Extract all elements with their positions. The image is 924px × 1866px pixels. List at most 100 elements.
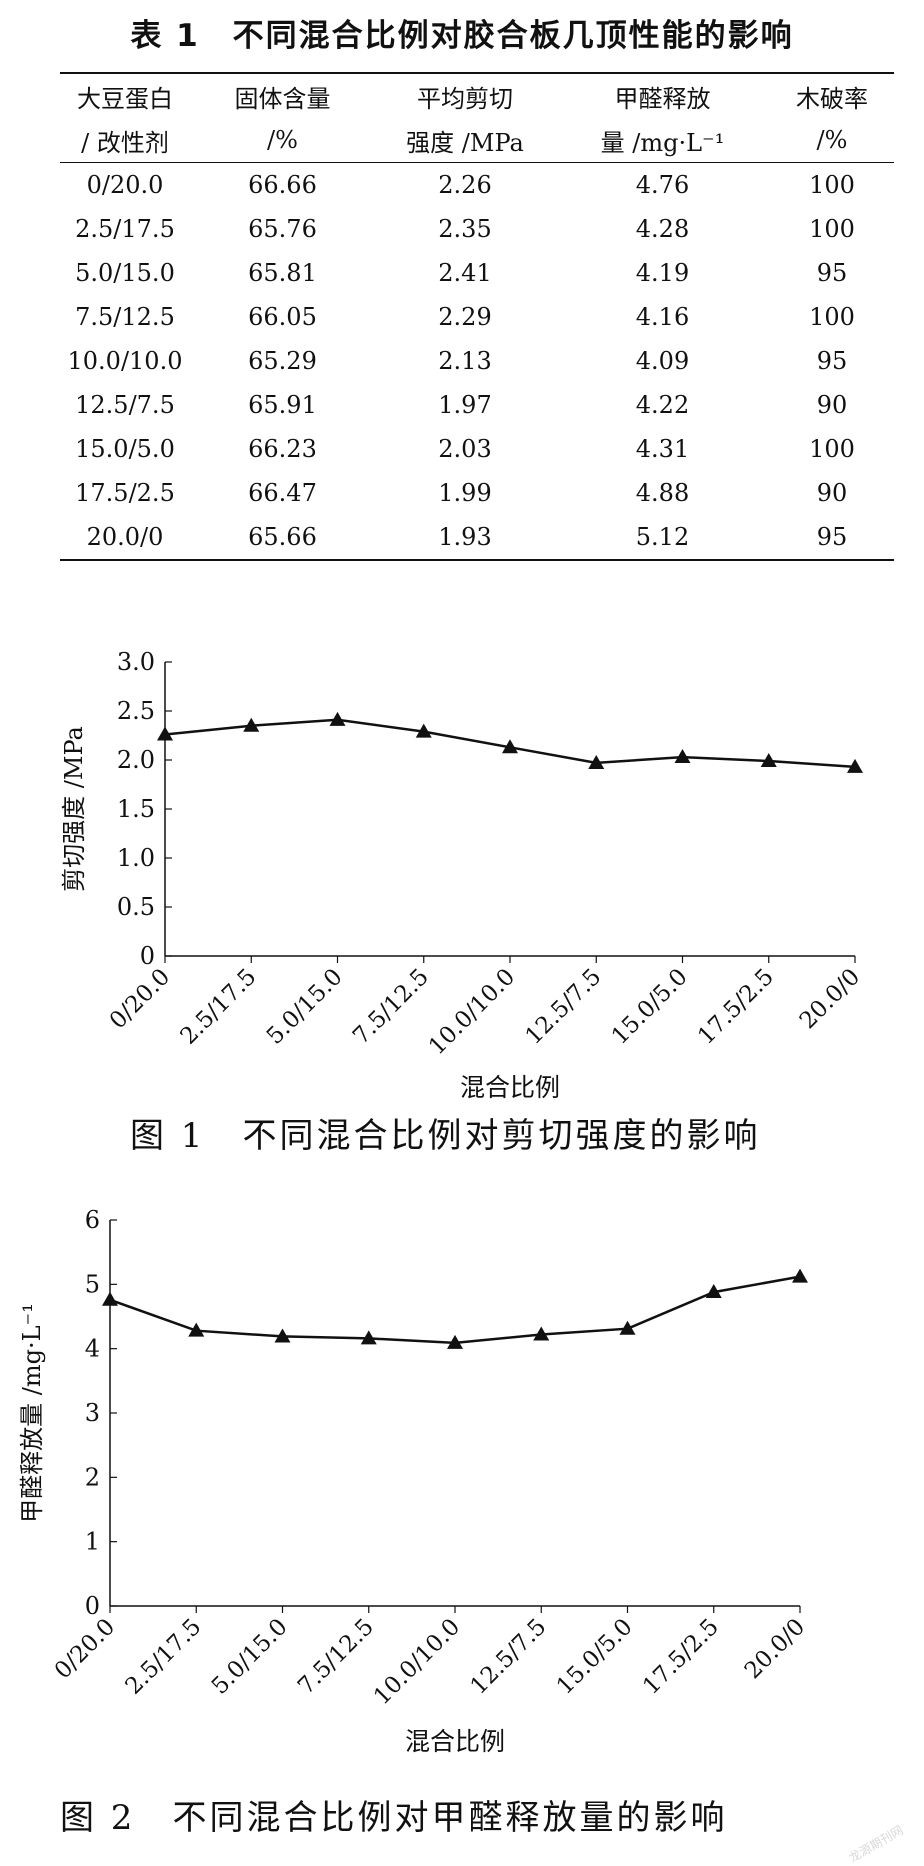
- x-tick-label: 5.0/15.0: [207, 1614, 293, 1700]
- x-tick-label: 15.0/5.0: [552, 1614, 638, 1700]
- table-body: 0/20.0 66.66 2.26 4.76 100 2.5/17.5 65.76 2.35 4…: [60, 163, 894, 561]
- table-cell: 4.16: [635, 303, 690, 331]
- x-tick-label: 5.0/15.0: [262, 964, 348, 1050]
- y-tick-label: 2.0: [117, 746, 155, 774]
- y-tick-label: 2: [85, 1463, 100, 1491]
- table-row: 10.0/10.0 65.29 2.13 4.09 95: [60, 339, 894, 383]
- table-cell: 5.0/15.0: [75, 259, 175, 287]
- data-point-marker: [447, 1334, 463, 1349]
- data-point-marker: [705, 1284, 722, 1299]
- table-cell: 95: [816, 347, 848, 375]
- table-cell: 66.23: [248, 435, 317, 463]
- table-cell: 66.66: [248, 171, 317, 199]
- y-tick-label: 3: [85, 1399, 100, 1427]
- table-row: 20.0/0 65.66 1.93 5.12 95: [60, 515, 894, 561]
- table-cell: 4.22: [635, 391, 690, 419]
- x-tick-label: 7.5/12.5: [293, 1614, 379, 1700]
- table-header-row: 大豆蛋白 固体含量 平均剪切 甲醛释放 木破率: [60, 72, 894, 118]
- table-cell: 65.91: [248, 391, 317, 419]
- table-cell: 95: [816, 259, 848, 287]
- table-cell: 4.76: [635, 171, 690, 199]
- table-cell: 0/20.0: [86, 171, 164, 199]
- table-cell: 7.5/12.5: [75, 303, 175, 331]
- table-cell: 2.03: [438, 435, 492, 463]
- table-cell: 100: [809, 435, 855, 463]
- data-point-marker: [588, 754, 605, 769]
- table-cell: 4.88: [635, 479, 690, 507]
- figure-2-caption: 图 2 不同混合比例对甲醛释放量的影响: [60, 1798, 728, 1838]
- table-header: 大豆蛋白 固体含量 平均剪切 甲醛释放 木破率 / 改性剂 /% 强度 /MPa…: [60, 72, 894, 163]
- y-tick-label: 1: [85, 1528, 100, 1556]
- x-tick-label: 17.5/2.5: [638, 1614, 724, 1700]
- table-cell: 2.26: [438, 171, 492, 199]
- table-row: 7.5/12.5 66.05 2.29 4.16 100: [60, 295, 894, 339]
- data-point-marker: [329, 711, 346, 726]
- table-cell: 2.13: [438, 347, 492, 375]
- table-cell: 4.19: [635, 259, 690, 287]
- table-cell: 20.0/0: [60, 515, 190, 561]
- x-axis-title: 混合比例: [460, 1073, 560, 1100]
- y-tick-label: 0: [85, 1592, 100, 1620]
- y-tick-label: 3.0: [117, 648, 155, 676]
- table-cell: 2.29: [438, 303, 492, 331]
- data-point-marker: [847, 758, 863, 773]
- table-row: 17.5/2.5 66.47 1.99 4.88 90: [60, 471, 894, 515]
- table-cell: 65.76: [248, 215, 317, 243]
- data-point-marker: [760, 752, 777, 767]
- table-cell: 100: [809, 303, 855, 331]
- table-cell: 4.09: [635, 347, 690, 375]
- header-shear-line1: 平均剪切: [375, 72, 555, 118]
- table-cell: 100: [809, 171, 855, 199]
- table-cell: 66.05: [248, 303, 317, 331]
- x-tick-label: 0/20.0: [105, 964, 175, 1034]
- data-point-marker: [188, 1322, 205, 1337]
- table-cell: 5.12: [555, 515, 770, 561]
- data-point-marker: [157, 726, 173, 741]
- table-cell: 100: [809, 215, 855, 243]
- formaldehyde-chart: 0 1 2 3 4 5 6 0/20.0 2.5/17.5 5.0/15.0 7.5/12.510.…: [18, 1206, 810, 1756]
- header-formaldehyde-line2: 量 /mg·L⁻¹: [555, 118, 770, 163]
- table-cell: 1.93: [375, 515, 555, 561]
- table-cell: 12.5/7.5: [75, 391, 175, 419]
- data-point-marker: [533, 1326, 550, 1341]
- table-cell: 2.35: [438, 215, 492, 243]
- header-ratio-line1: 大豆蛋白: [60, 72, 190, 118]
- table-cell: 2.41: [438, 259, 492, 287]
- y-tick-label: 5: [85, 1270, 100, 1298]
- figure-1-caption: 图 1 不同混合比例对剪切强度的影响: [130, 1116, 761, 1156]
- table-cell: 4.31: [635, 435, 690, 463]
- x-tick-label: 20.0/0: [740, 1614, 810, 1684]
- table-row: 0/20.0 66.66 2.26 4.76 100: [60, 163, 894, 208]
- table-cell: 1.97: [438, 391, 492, 419]
- table-cell: 90: [816, 479, 848, 507]
- table-header-row: / 改性剂 /% 强度 /MPa 量 /mg·L⁻¹ /%: [60, 118, 894, 163]
- x-tick-label: 12.5/7.5: [521, 964, 607, 1050]
- table-cell: 65.66: [190, 515, 375, 561]
- table-cell: 10.0/10.0: [67, 347, 183, 375]
- y-tick-label: 0.5: [117, 893, 155, 921]
- table-cell: 15.0/5.0: [75, 435, 175, 463]
- table-row: 2.5/17.5 65.76 2.35 4.28 100: [60, 207, 894, 251]
- header-solids-line1: 固体含量: [190, 72, 375, 118]
- shear-strength-chart: 0 0.5 1.0 1.5 2.0 2.5 3.0 0/20.0 2.5/17.5 5.0/15.…: [60, 648, 865, 1100]
- header-shear-line2: 强度 /MPa: [375, 118, 555, 163]
- y-tick-label: 1.0: [117, 844, 155, 872]
- y-axis-title: 甲醛释放量 /mg·L⁻¹: [18, 1303, 46, 1523]
- x-tick-label: 20.0/0: [795, 964, 865, 1034]
- table-cell: 65.29: [248, 347, 317, 375]
- x-tick-label: 2.5/17.5: [176, 964, 262, 1050]
- data-point-marker: [792, 1268, 808, 1283]
- y-tick-label: 6: [85, 1206, 100, 1234]
- x-axis-title: 混合比例: [405, 1727, 505, 1756]
- data-point-marker: [102, 1291, 118, 1306]
- table-cell: 4.28: [635, 215, 690, 243]
- y-tick-label: 4: [85, 1335, 100, 1363]
- data-point-marker: [674, 749, 691, 764]
- table-cell: 17.5/2.5: [75, 479, 175, 507]
- header-woodfailure-line2: /%: [770, 118, 894, 163]
- table-title: 表 1 不同混合比例对胶合板几顶性能的影响: [130, 18, 794, 54]
- header-ratio-line2: / 改性剂: [60, 118, 190, 163]
- data-point-marker: [360, 1330, 377, 1345]
- y-tick-label: 2.5: [117, 697, 155, 725]
- y-tick-label: 0: [140, 942, 155, 970]
